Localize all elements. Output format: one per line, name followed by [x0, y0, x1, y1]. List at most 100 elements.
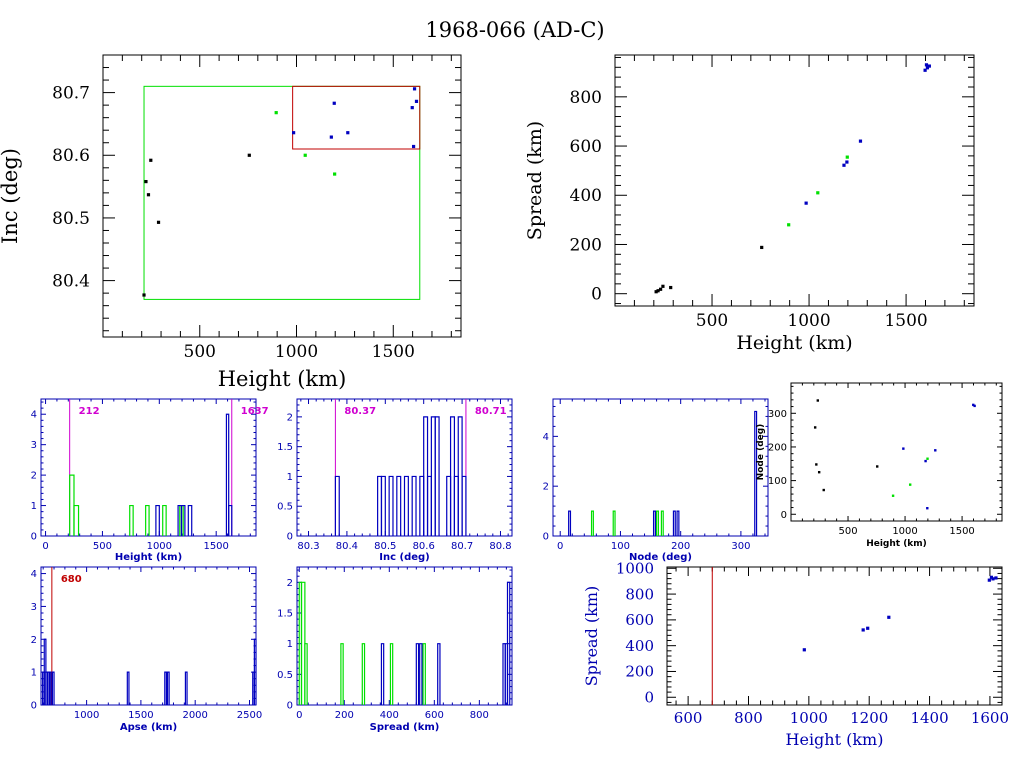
y-tick-label: 100	[768, 476, 787, 487]
data-point	[247, 153, 251, 157]
x-tick-label: 1500	[203, 541, 228, 552]
x-tick-label: 1000	[892, 526, 917, 537]
x-tick-label: 0	[42, 541, 48, 552]
plot-frame	[790, 382, 1003, 522]
histogram-bar	[155, 504, 160, 536]
y-axis-label: Inc (deg)	[0, 148, 22, 244]
histogram-bar	[228, 504, 233, 536]
x-tick-label: 0	[296, 710, 302, 721]
data-point	[146, 193, 151, 197]
histogram-bar	[253, 638, 257, 705]
panel-spread_vs_height_zoom: 600 800 1000 1200 1400 1600 0 200 400 600 800 1000 H…	[582, 560, 1009, 749]
histogram-bar	[434, 416, 440, 536]
y-tick-label: 2	[31, 635, 37, 646]
histogram-bar	[380, 475, 386, 536]
y-tick-label: 80.7	[52, 84, 90, 104]
x-axis-label: Spread (km)	[370, 722, 440, 733]
histogram-bar	[506, 581, 511, 705]
histogram-bar	[422, 643, 426, 705]
x-axis-label: Node (deg)	[629, 552, 692, 563]
y-tick-label: 80.5	[52, 209, 90, 229]
x-tick-label: 1000	[275, 342, 318, 362]
data-point	[149, 158, 153, 162]
y-tick-label: 3	[31, 440, 37, 451]
y-tick-label: 2	[31, 471, 37, 482]
x-tick-label: 500	[184, 342, 216, 362]
y-axis-label: Spread (km)	[524, 121, 546, 240]
histogram-bar	[389, 643, 394, 705]
histogram-bar	[126, 671, 130, 705]
x-tick-label: 800	[470, 710, 489, 721]
data-point	[924, 63, 929, 67]
x-tick-label: 80.3	[297, 541, 319, 552]
histogram-bar	[340, 643, 344, 705]
data-point	[934, 449, 937, 452]
x-tick-label: 80.4	[336, 541, 358, 552]
y-tick-label: 1.5	[277, 442, 293, 453]
data-point	[332, 101, 336, 105]
x-axis-label: Height (km)	[115, 552, 182, 563]
y-tick-label: 600	[625, 611, 654, 629]
histogram-bar	[676, 510, 680, 536]
x-tick-label: 200	[335, 710, 354, 721]
x-tick-label: 80.7	[451, 541, 473, 552]
x-tick-label: 1000	[147, 541, 172, 552]
plot-frame	[552, 398, 769, 537]
x-tick-label: 80.6	[413, 541, 435, 552]
y-tick-label: 1	[287, 472, 293, 483]
panel-height_hist: 0 500 1000 1500 0 1 2 3 4 Height (km) 212 1637	[31, 398, 269, 563]
data-point	[303, 153, 307, 157]
panel-node_vs_height: 500 1000 1500 0 100 200 300 Height (km) Node (de…	[756, 382, 1003, 549]
x-tick-label: 300	[731, 541, 750, 552]
data-point	[815, 463, 818, 466]
y-tick-label: 200	[625, 663, 654, 681]
histogram-bar	[568, 510, 572, 536]
plot-frame	[296, 566, 513, 706]
y-tick-label: 0	[287, 701, 293, 712]
selection-box-green	[143, 85, 421, 300]
marker-label: 80.37	[344, 406, 376, 417]
y-tick-label: 3	[31, 602, 37, 613]
histogram-bar	[396, 475, 402, 536]
histogram-bar	[166, 671, 170, 705]
histogram-bar	[461, 475, 467, 536]
marker-label: 212	[79, 406, 100, 417]
y-tick-label: 0	[644, 689, 654, 707]
data-point	[414, 99, 419, 103]
x-tick-label: 100	[611, 541, 630, 552]
x-tick-label: 1500	[949, 526, 974, 537]
x-tick-label: 500	[93, 541, 112, 552]
y-tick-label: 0	[591, 285, 602, 305]
data-point	[412, 87, 417, 91]
x-axis-label: Apse (km)	[120, 722, 177, 733]
y-tick-label: 600	[570, 137, 602, 157]
data-point	[845, 155, 849, 159]
histogram-bar	[437, 643, 441, 705]
data-point	[654, 290, 658, 294]
data-point	[845, 160, 849, 164]
histogram-bar	[304, 643, 308, 705]
data-point	[816, 399, 820, 402]
marker-label: 680	[61, 574, 82, 585]
data-point	[659, 287, 663, 291]
data-point	[661, 284, 665, 288]
y-tick-label: 400	[570, 186, 602, 206]
histogram-bar	[655, 510, 659, 536]
histogram-bar	[672, 510, 676, 536]
data-point	[908, 483, 912, 486]
histogram-bar	[419, 643, 423, 705]
histogram-bar	[652, 510, 656, 536]
y-tick-label: 4	[31, 410, 37, 421]
x-tick-label: 80.8	[489, 541, 511, 552]
data-point	[926, 507, 929, 510]
x-tick-label: 2000	[182, 710, 207, 721]
y-tick-label: 0.5	[277, 502, 293, 513]
x-tick-label: 600	[674, 709, 703, 727]
y-axis-label: Spread (km)	[582, 586, 601, 687]
histogram-bar	[388, 475, 394, 536]
histogram-bar	[411, 475, 417, 536]
data-point	[142, 293, 146, 297]
data-point	[858, 139, 863, 143]
y-tick-label: 0	[287, 532, 293, 543]
